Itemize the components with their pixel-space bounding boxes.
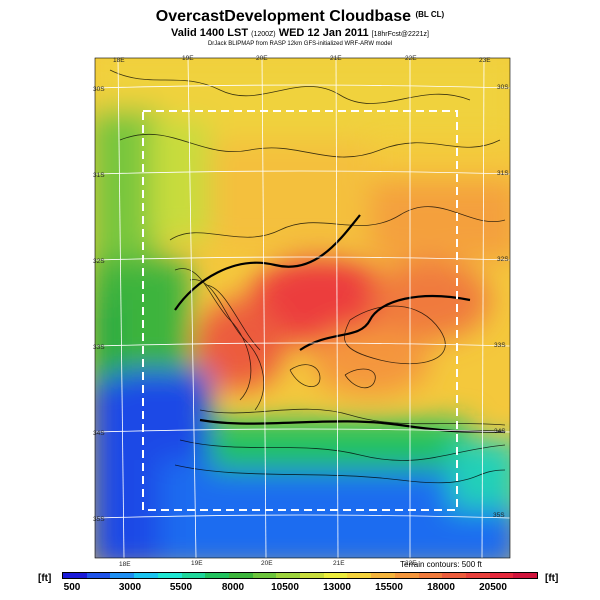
lon-label-bottom: 20E (261, 560, 273, 567)
legend-swatch (181, 573, 206, 578)
terrain-contour-note: Terrain contours: 500 ft (400, 560, 482, 569)
legend-tick: 8000 (221, 582, 245, 593)
lon-label-top: 19E (182, 55, 194, 62)
lon-label-top: 23E (479, 57, 491, 64)
lon-label-bottom: 19E (191, 560, 203, 567)
legend-swatch (228, 573, 253, 578)
legend-swatch (300, 573, 324, 578)
legend-swatch (394, 573, 419, 578)
lat-label-left: 30S (93, 86, 105, 93)
colour-scale-legend (62, 572, 538, 579)
legend-tick: 3000 (118, 582, 142, 593)
lat-label-right: 30S (497, 84, 509, 91)
legend-tick: 10500 (271, 582, 299, 593)
lat-label-right: 31S (497, 170, 509, 177)
legend-swatch (157, 573, 182, 578)
lon-label-top: 20E (256, 55, 268, 62)
lat-label-right: 35S (493, 512, 505, 519)
lat-label-left: 31S (93, 172, 105, 179)
lat-label-left: 35S (93, 516, 105, 523)
legend-swatch (489, 573, 514, 578)
lon-label-top: 22E (405, 55, 417, 62)
lat-label-left: 32S (93, 258, 105, 265)
legend-tick: 13000 (323, 582, 351, 593)
valid-time: Valid 1400 LST (1200Z) WED 12 Jan 2011 [… (171, 27, 429, 39)
lon-label-top: 21E (330, 55, 342, 62)
map-title: OvercastDevelopment Cloudbase (BL CL) (155, 8, 445, 25)
lon-label-bottom: 21E (333, 560, 345, 567)
lat-label-right: 34S (494, 428, 506, 435)
legend-swatch (442, 573, 466, 578)
lat-label-right: 32S (497, 256, 509, 263)
legend-swatch (418, 573, 443, 578)
lon-label-bottom: 22E (405, 560, 417, 567)
legend-swatch (86, 573, 111, 578)
colour-field (95, 58, 510, 558)
legend-unit-right: [ft] (545, 573, 559, 584)
lat-label-right: 33S (494, 342, 506, 349)
lon-label-top: 18E (113, 57, 125, 64)
lat-label-left: 33S (93, 344, 105, 351)
legend-swatch (347, 573, 372, 578)
legend-swatch (110, 573, 135, 578)
legend-tick: 5500 (169, 582, 193, 593)
legend-swatch (134, 573, 158, 578)
legend-swatch (252, 573, 277, 578)
legend-swatch (465, 573, 490, 578)
legend-tick: 18000 (427, 582, 455, 593)
legend-tick: 15500 (375, 582, 403, 593)
model-credit: DrJack BLIPMAP from RASP 12km GFS-initia… (207, 41, 393, 47)
legend-swatch (371, 573, 395, 578)
legend-swatch (205, 573, 229, 578)
legend-swatch (63, 573, 87, 578)
legend-swatch (276, 573, 301, 578)
legend-tick: 500 (63, 582, 81, 593)
lon-label-bottom: 18E (119, 561, 131, 568)
legend-tick: 20500 (479, 582, 507, 593)
legend-unit-left: [ft] (38, 573, 52, 584)
legend-swatch (513, 573, 538, 578)
lat-label-left: 34S (93, 430, 105, 437)
legend-swatch (323, 573, 348, 578)
